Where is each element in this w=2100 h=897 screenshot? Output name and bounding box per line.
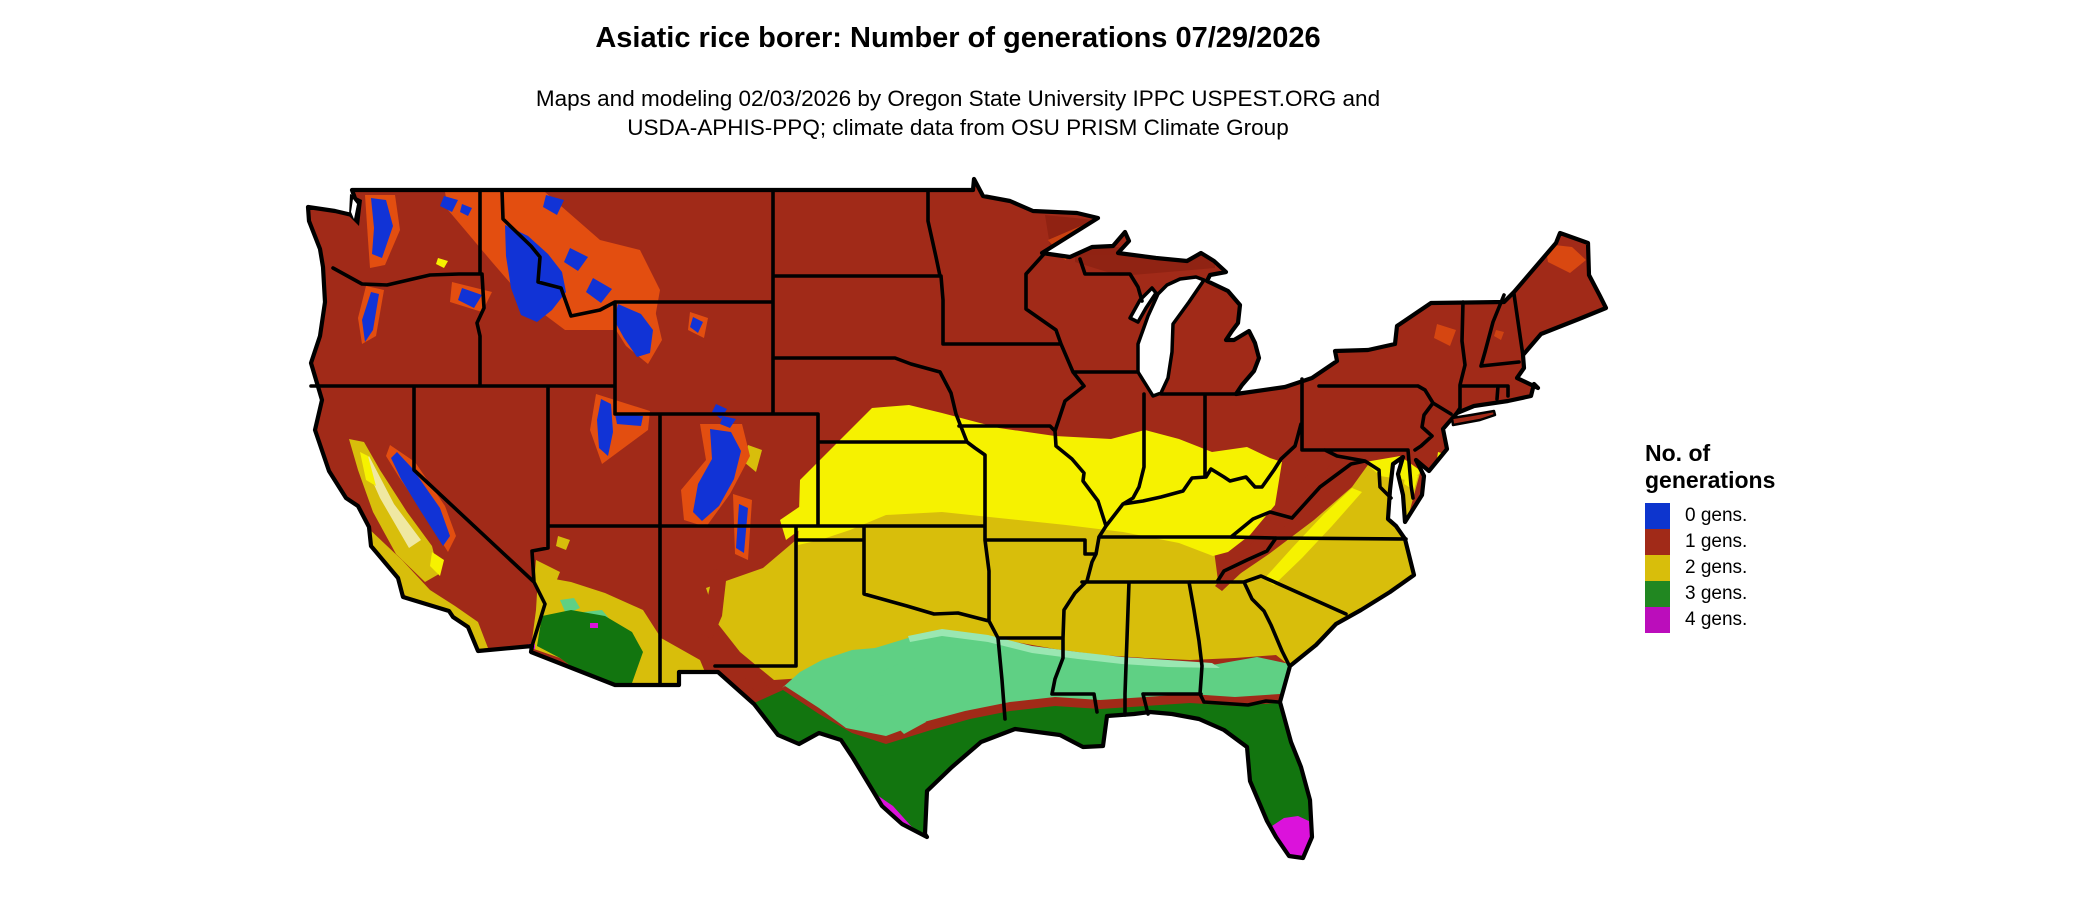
legend-label-2-gens: 2 gens. <box>1685 557 1748 578</box>
region-valley-pale <box>364 456 421 548</box>
legend-swatch-0-gens <box>1645 503 1670 529</box>
legend-item-4-gens: 4 gens. <box>1645 607 1775 633</box>
legend-title-line-1: No. of <box>1645 440 1711 466</box>
puget-sound <box>349 194 362 226</box>
legend-swatch-4-gens <box>1645 607 1670 633</box>
legend-title-line-2: generations <box>1645 467 1776 493</box>
legend-title: No. of generations <box>1645 440 1775 494</box>
legend-items: 0 gens. 1 gens. 2 gens. 3 gens. 4 gens. <box>1645 503 1775 633</box>
us-outline <box>305 176 1609 861</box>
legend: No. of generations 0 gens. 1 gens. 2 gen… <box>1645 440 1775 633</box>
subtitle-line-1: Maps and modeling 02/03/2026 by Oregon S… <box>535 86 1381 111</box>
legend-swatch-3-gens <box>1645 581 1670 607</box>
great-lakes <box>1128 275 1206 398</box>
legend-label-4-gens: 4 gens. <box>1685 609 1748 630</box>
legend-item-1-gens: 1 gens. <box>1645 529 1775 555</box>
page-title: Asiatic rice borer: Number of generation… <box>595 22 1321 54</box>
page-subtitle: Maps and modeling 02/03/2026 by Oregon S… <box>308 84 1608 142</box>
legend-item-0-gens: 0 gens. <box>1645 503 1775 529</box>
legend-label-3-gens: 3 gens. <box>1685 583 1748 604</box>
subtitle-line-2: USDA-APHIS-PPQ; climate data from OSU PR… <box>627 115 1289 140</box>
legend-label-1-gens: 1 gens. <box>1685 531 1748 552</box>
legend-item-3-gens: 3 gens. <box>1645 581 1775 607</box>
region-mint-fringe <box>908 629 1220 668</box>
lake-michigan <box>1136 275 1206 398</box>
state-borders <box>309 188 1525 721</box>
long-island <box>1450 409 1497 427</box>
legend-label-0-gens: 0 gens. <box>1685 505 1748 526</box>
legend-swatch-2-gens <box>1645 555 1670 581</box>
legend-item-2-gens: 2 gens. <box>1645 555 1775 581</box>
region-light-tongues <box>828 664 926 734</box>
legend-swatch-1-gens <box>1645 529 1670 555</box>
region-0-gens-blue <box>362 195 1112 553</box>
